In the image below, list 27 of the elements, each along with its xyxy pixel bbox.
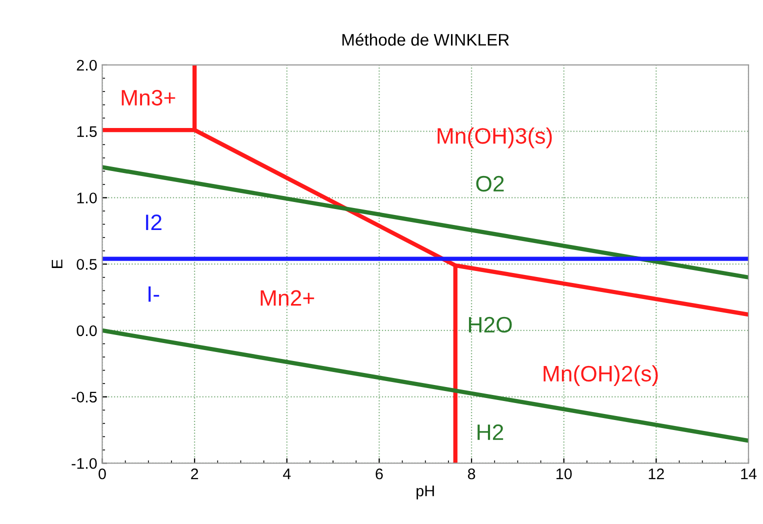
chart-title: Méthode de WINKLER <box>342 33 509 46</box>
annotation: I2 <box>146 214 162 230</box>
annotation: Mn(OH)3(s) <box>438 127 552 148</box>
y-tick-label: -1.0 <box>72 458 97 469</box>
annotation: O2 <box>476 176 504 192</box>
annotation: H2O <box>468 316 512 333</box>
y-axis-title: E <box>52 260 62 268</box>
x-tick-label: 14 <box>741 468 757 480</box>
annotation: Mn(OH)2(s) <box>544 365 658 386</box>
x-tick-label: 2 <box>191 468 198 480</box>
annotation: Mn3+ <box>122 90 176 106</box>
x-tick-label: 6 <box>376 468 383 480</box>
annotation: Mn2+ <box>260 290 314 306</box>
annotation: H2 <box>478 424 504 440</box>
x-tick-label: 10 <box>556 468 572 480</box>
y-tick-label: 2.0 <box>76 60 97 71</box>
x-axis-title: pH <box>416 486 434 500</box>
y-tick-label: 1.5 <box>77 126 97 138</box>
x-tick-label: 12 <box>648 468 664 480</box>
x-tick-label: 4 <box>282 468 291 480</box>
y-tick-label: 1.0 <box>77 192 97 204</box>
y-tick-label: 0.5 <box>76 258 97 270</box>
annotation: I- <box>148 286 160 302</box>
x-tick-label: 8 <box>468 468 476 480</box>
y-tick-label: -0.5 <box>72 392 97 403</box>
x-tick-label: 0 <box>98 468 106 480</box>
y-tick-label: 0.0 <box>76 325 97 336</box>
